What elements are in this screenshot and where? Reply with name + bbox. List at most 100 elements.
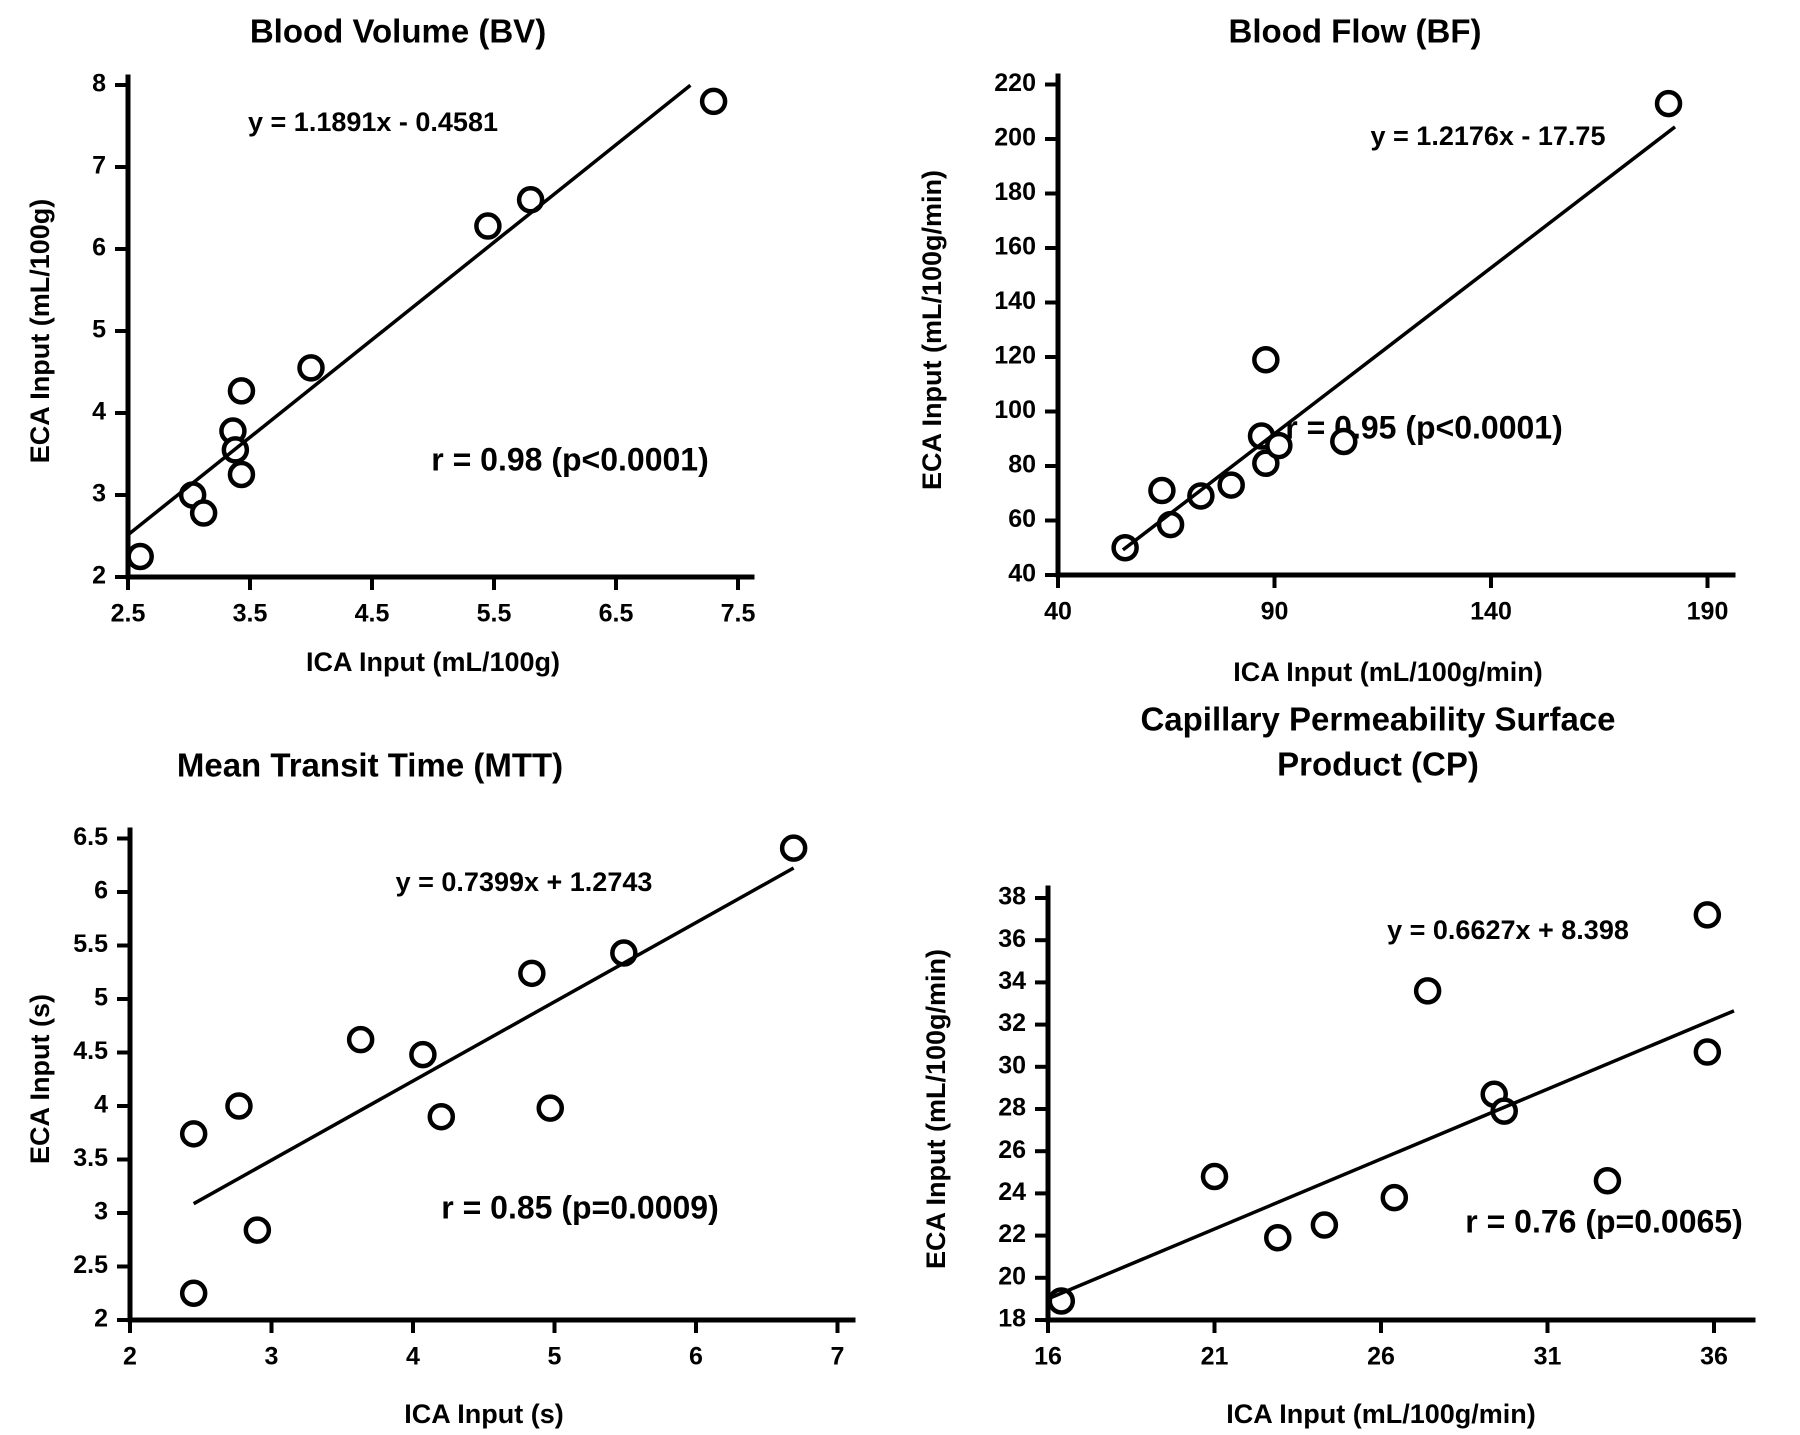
data-point xyxy=(1310,1211,1339,1239)
data-point xyxy=(1413,977,1442,1005)
x-tick-label: 21 xyxy=(1201,1343,1229,1371)
y-tick-label: 18 xyxy=(998,1305,1026,1333)
x-tick-label: 4.5 xyxy=(355,600,390,628)
y-tick-label: 180 xyxy=(994,178,1036,206)
data-point xyxy=(427,1102,456,1131)
x-tick-label: 36 xyxy=(1700,1343,1728,1371)
data-point xyxy=(179,1279,208,1307)
data-point xyxy=(1252,345,1280,374)
correlation-label: r = 0.76 (p=0.0065) xyxy=(1465,1203,1743,1239)
chart-title: Blood Flow (BF) xyxy=(1229,13,1482,50)
y-tick-label: 200 xyxy=(994,124,1036,152)
y-tick-label: 4.5 xyxy=(73,1037,108,1065)
x-axis-label: ICA Input (s) xyxy=(404,1399,563,1429)
trend-line xyxy=(1048,1009,1735,1300)
data-point xyxy=(1693,1038,1722,1066)
x-tick-label: 6 xyxy=(689,1343,703,1371)
data-point xyxy=(1380,1183,1409,1212)
y-tick-label: 100 xyxy=(994,396,1036,424)
y-tick-label: 4 xyxy=(94,1091,108,1119)
plot-area: 16 21 26 31 36 18 20 22 24 26 28 30 32 34 36 38 xyxy=(998,883,1756,1371)
trend-equation-label: y = 1.2176x - 17.75 xyxy=(1371,121,1606,151)
chart-title-line-1: Capillary Permeability Surface xyxy=(1140,701,1615,738)
data-point xyxy=(227,460,256,489)
y-tick-label: 6 xyxy=(92,234,106,262)
data-point xyxy=(179,1120,208,1148)
chart-blood-volume: Blood Volume (BV) y = 1.1891x - 0.4581 r… xyxy=(25,13,755,677)
data-point xyxy=(1148,476,1176,505)
y-tick-label: 36 xyxy=(998,925,1026,953)
y-tick-label: 120 xyxy=(994,342,1036,370)
y-tick-label: 6.5 xyxy=(73,823,108,851)
chart-title: Mean Transit Time (MTT) xyxy=(177,747,563,784)
y-tick-label: 7 xyxy=(92,152,106,180)
y-tick-label: 8 xyxy=(92,70,106,98)
y-tick-label: 60 xyxy=(1008,505,1036,533)
y-tick-label: 3 xyxy=(92,480,106,508)
y-tick-label: 30 xyxy=(998,1051,1026,1079)
data-point xyxy=(1593,1166,1622,1195)
chart-title: Blood Volume (BV) xyxy=(250,13,546,50)
data-point xyxy=(297,354,325,382)
data-point xyxy=(227,377,256,405)
y-tick-label: 32 xyxy=(998,1009,1026,1037)
chart-title-line-2: Product (CP) xyxy=(1277,746,1479,783)
plot-area: 40 90 140 190 40 60 80 100 120 140 160 180 200 220 xyxy=(994,69,1736,626)
x-tick-label: 26 xyxy=(1367,1343,1395,1371)
data-point xyxy=(1654,89,1683,118)
data-point xyxy=(779,834,808,862)
plot-area: 2 3 4 5 6 7 2 2.5 3 3.5 4 4.5 5 5.5 6 6.5 xyxy=(73,823,856,1371)
data-point xyxy=(1200,1162,1229,1191)
x-tick-label: 2.5 xyxy=(111,600,146,628)
x-tick-label: 4 xyxy=(406,1343,420,1371)
y-tick-label: 24 xyxy=(998,1178,1026,1206)
data-point xyxy=(536,1094,565,1122)
x-tick-label: 7 xyxy=(831,1343,845,1371)
data-point xyxy=(1330,427,1358,456)
x-tick-label: 7.5 xyxy=(721,600,756,628)
y-tick-label: 28 xyxy=(998,1094,1026,1122)
y-tick-label: 20 xyxy=(998,1262,1026,1290)
x-axis-label: ICA Input (mL/100g/min) xyxy=(1233,657,1543,687)
data-point xyxy=(1187,482,1215,510)
data-point xyxy=(1265,431,1293,460)
trend-line xyxy=(192,866,795,1206)
correlation-label: r = 0.85 (p=0.0009) xyxy=(441,1189,719,1225)
data-point xyxy=(409,1040,437,1069)
y-tick-label: 2 xyxy=(94,1305,108,1333)
x-axis-label: ICA Input (mL/100g) xyxy=(306,647,560,677)
trend-line xyxy=(1121,125,1677,552)
y-tick-label: 40 xyxy=(1008,560,1036,588)
x-tick-label: 190 xyxy=(1687,598,1729,626)
y-tick-label: 160 xyxy=(994,233,1036,261)
trend-equation-label: y = 0.6627x + 8.398 xyxy=(1387,915,1629,945)
x-tick-label: 5 xyxy=(548,1343,562,1371)
x-tick-label: 140 xyxy=(1470,598,1512,626)
x-tick-label: 5.5 xyxy=(477,600,512,628)
plot-area: 2.5 3.5 4.5 5.5 6.5 7.5 2 3 4 5 6 7 8 xyxy=(92,70,755,628)
chart-blood-flow: Blood Flow (BF) y = 1.2176x - 17.75 r = … xyxy=(917,13,1736,687)
y-tick-label: 6 xyxy=(94,877,108,905)
data-point xyxy=(474,212,502,240)
y-tick-label: 4 xyxy=(92,398,106,426)
chart-mean-transit-time: Mean Transit Time (MTT) y = 0.7399x + 1.… xyxy=(25,747,856,1429)
data-point xyxy=(518,959,546,988)
y-tick-label: 3.5 xyxy=(73,1144,108,1172)
y-tick-label: 5 xyxy=(94,984,108,1012)
trend-equation-label: y = 1.1891x - 0.4581 xyxy=(248,107,498,137)
x-tick-label: 31 xyxy=(1534,1343,1562,1371)
y-tick-label: 5 xyxy=(92,316,106,344)
y-tick-label: 220 xyxy=(994,69,1036,97)
y-tick-label: 140 xyxy=(994,287,1036,315)
data-point xyxy=(225,1092,253,1120)
y-axis-label: ECA Input (s) xyxy=(25,994,55,1164)
y-tick-label: 26 xyxy=(998,1136,1026,1164)
y-tick-label: 38 xyxy=(998,883,1026,911)
y-tick-label: 3 xyxy=(94,1198,108,1226)
x-tick-label: 3.5 xyxy=(233,600,268,628)
x-tick-label: 90 xyxy=(1261,598,1289,626)
x-tick-label: 6.5 xyxy=(599,600,634,628)
y-tick-label: 5.5 xyxy=(73,930,108,958)
